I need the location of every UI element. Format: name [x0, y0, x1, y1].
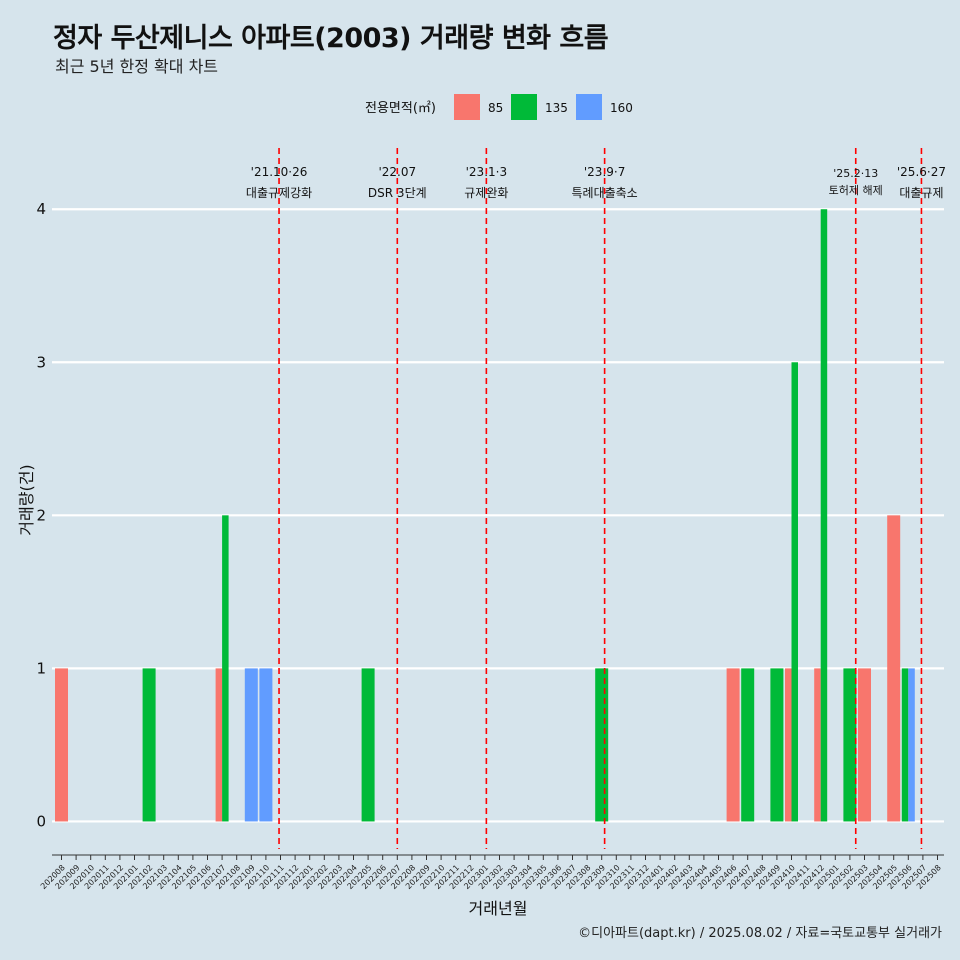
- bar-202110-160: [259, 668, 273, 822]
- legend-label-135: 135: [545, 101, 568, 115]
- event-date-label: '21.10·26: [251, 165, 308, 179]
- legend-swatch-85: [454, 94, 480, 120]
- bar-202412-135: [820, 209, 828, 822]
- event-desc-label: 특례대출축소: [571, 186, 637, 200]
- event-date-label: '23.9·7: [584, 165, 625, 179]
- y-axis-title: 거래량(건): [17, 464, 36, 535]
- bar-202410-135: [791, 362, 798, 822]
- legend-swatch-160: [576, 94, 602, 120]
- x-axis-title: 거래년월: [469, 899, 528, 918]
- event-desc-label: 대출규제: [899, 186, 943, 200]
- bar-202309-135: [595, 668, 609, 822]
- bar-202406-85: [726, 668, 740, 822]
- bar-202109-160: [244, 668, 258, 822]
- gridlines: [52, 208, 944, 823]
- event-date-label: '22.07: [378, 165, 416, 179]
- bar-202502-135: [843, 668, 857, 822]
- y-tick-label: 3: [36, 353, 46, 371]
- event-date-label: '23.1·3: [466, 165, 507, 179]
- bar-202102-135: [142, 668, 156, 822]
- y-tick-label: 1: [36, 659, 46, 677]
- legend-title: 전용면적(㎡): [365, 101, 436, 116]
- bar-202503-85: [858, 668, 871, 822]
- event-desc-label: 토허제 해제: [829, 183, 883, 197]
- y-tick-label: 2: [36, 506, 46, 524]
- bar-202506-160: [908, 668, 915, 822]
- bar-202107-85: [215, 668, 223, 822]
- bar-202107-135: [222, 515, 229, 822]
- y-tick-label: 4: [36, 200, 46, 218]
- bars: [55, 209, 915, 822]
- bar-202407-135: [741, 668, 755, 822]
- bar-202008-85: [55, 668, 68, 822]
- event-desc-label: 규제완화: [464, 186, 508, 200]
- axes: 0123420200820200920201020201120201220210…: [17, 200, 944, 918]
- bar-202412-85: [814, 668, 821, 822]
- source-caption: ©디아파트(dapt.kr) / 2025.08.02 / 자료=국토교통부 실…: [578, 926, 942, 941]
- event-desc-label: DSR 3단계: [368, 186, 427, 200]
- chart-subtitle: 최근 5년 한정 확대 차트: [55, 57, 219, 76]
- legend: 전용면적(㎡) 85 135 160: [365, 94, 633, 120]
- legend-label-160: 160: [610, 101, 633, 115]
- event-date-label: '25.6·27: [897, 165, 946, 179]
- legend-swatch-135: [511, 94, 537, 120]
- event-lines: '21.10·26 대출규제강화 '22.07 DSR 3단계 '23.1·3 규제완화 '…: [246, 148, 946, 849]
- y-tick-label: 0: [36, 812, 46, 830]
- chart-title: 정자 두산제니스 아파트(2003) 거래량 변화 흐름: [53, 23, 609, 54]
- event-date-label: '25.2·13: [833, 167, 878, 180]
- legend-label-85: 85: [488, 101, 503, 115]
- bar-202409-135: [770, 668, 784, 822]
- event-desc-label: 대출규제강화: [246, 186, 312, 200]
- bar-202506-135: [901, 668, 909, 822]
- bar-202410-85: [785, 668, 792, 822]
- bar-202505-85: [887, 515, 901, 822]
- bar-202205-135: [361, 668, 375, 822]
